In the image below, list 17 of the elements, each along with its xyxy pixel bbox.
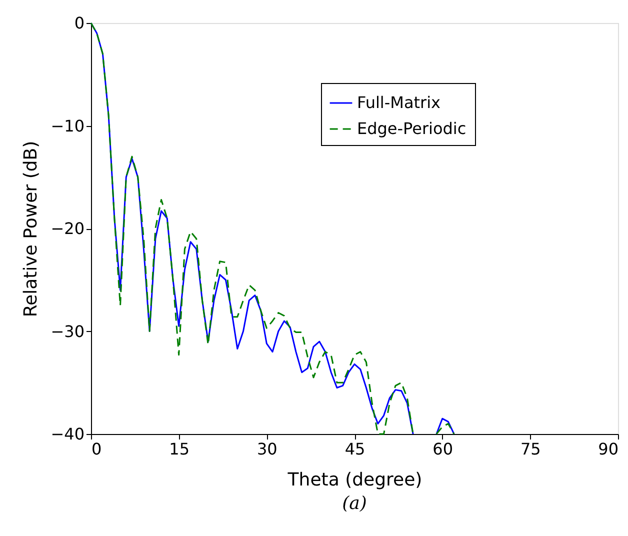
y-tick-label: −20 <box>50 219 84 238</box>
x-tick-label: 90 <box>598 440 618 458</box>
legend-label: Full-Matrix <box>357 93 441 112</box>
y-tick-label: −10 <box>50 116 84 136</box>
x-tick-label: 15 <box>169 440 190 458</box>
y-axis-title: Relative Power (dB) <box>20 140 42 318</box>
x-tick-label: 0 <box>92 440 102 458</box>
text: (a) <box>342 493 367 514</box>
y-tick-label: −30 <box>50 322 84 341</box>
y-tick-label: −40 <box>50 424 84 444</box>
x-tick-label: 30 <box>256 440 278 458</box>
x-tick-label: 60 <box>432 440 454 458</box>
x-axis-title: Theta (degree) <box>286 470 422 490</box>
legend-label: Edge-Periodic <box>357 119 466 138</box>
x-tick-label: 45 <box>344 440 366 458</box>
y-tick-label: 0 <box>74 14 84 32</box>
x-tick-label: 75 <box>520 440 541 458</box>
